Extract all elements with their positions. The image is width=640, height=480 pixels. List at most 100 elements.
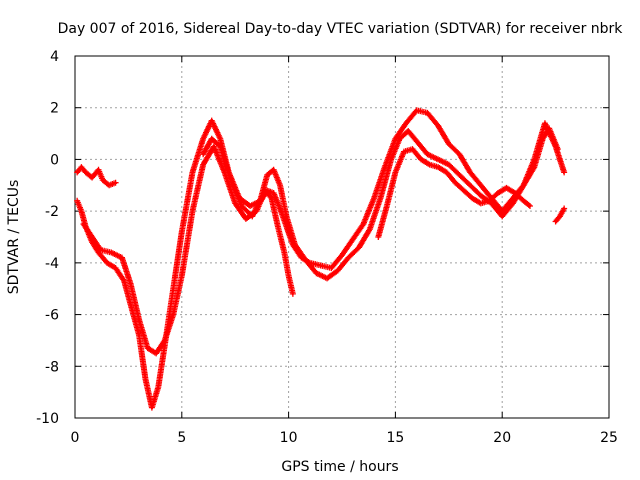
data-point [394, 171, 397, 174]
series-trace-b [74, 107, 568, 411]
data-point [319, 264, 322, 267]
data-point [172, 313, 175, 316]
data-point [210, 137, 213, 140]
x-axis-label: GPS time / hours [281, 459, 398, 475]
data-point [191, 209, 194, 213]
data-point [234, 202, 237, 205]
data-point [404, 122, 408, 125]
data-point [315, 272, 318, 275]
data-point [154, 352, 158, 355]
data-point [547, 127, 551, 130]
data-point [293, 243, 297, 246]
series-trace-e [375, 146, 533, 240]
data-point [107, 184, 111, 187]
data-point [157, 385, 160, 389]
series-trace-d [200, 125, 561, 282]
data-point [150, 406, 154, 409]
data-point [562, 171, 566, 174]
data-point [304, 259, 307, 262]
data-point [110, 251, 113, 254]
data-point [259, 197, 263, 200]
data-point [97, 251, 100, 254]
x-tick-label: 10 [280, 430, 298, 446]
data-point [212, 145, 216, 148]
data-point [129, 303, 132, 306]
chart-title: Day 007 of 2016, Sidereal Day-to-day VTE… [58, 21, 624, 37]
data-point [468, 171, 472, 174]
data-point [172, 287, 175, 290]
data-point [120, 256, 124, 259]
data-point [377, 235, 380, 239]
data-point [146, 346, 149, 350]
data-point [522, 199, 525, 202]
data-point [219, 145, 222, 148]
data-point [75, 171, 79, 174]
data-point [80, 165, 83, 169]
y-tick-label: -8 [45, 359, 59, 375]
data-point [180, 230, 183, 234]
data-point [163, 339, 166, 342]
data-point [351, 238, 354, 241]
data-point [436, 124, 440, 128]
data-point [240, 204, 243, 208]
data-point [402, 150, 406, 153]
data-point [97, 168, 100, 171]
data-point [210, 119, 213, 122]
data-point [501, 215, 504, 218]
data-point [505, 186, 508, 190]
data-point [283, 251, 286, 254]
data-markers [74, 107, 568, 411]
data-point [496, 191, 500, 195]
data-point [287, 274, 290, 277]
data-point [75, 199, 79, 202]
data-point [336, 269, 339, 272]
data-point [180, 274, 183, 277]
data-point [479, 184, 483, 187]
data-point [447, 163, 450, 166]
data-point [554, 220, 557, 223]
data-point [137, 318, 141, 321]
data-point [458, 153, 461, 156]
data-point [272, 191, 275, 195]
data-point [558, 215, 562, 218]
data-point [191, 171, 194, 174]
data-point [445, 171, 448, 174]
data-point [99, 248, 102, 252]
data-markers [80, 143, 296, 357]
data-point [556, 147, 559, 151]
y-tick-label: -2 [45, 204, 59, 220]
data-point [114, 181, 117, 184]
data-point [488, 199, 491, 202]
data-point [330, 266, 333, 270]
series-trace-c [80, 143, 296, 357]
data-point [223, 171, 226, 174]
data-point [105, 261, 109, 265]
data-point [468, 184, 472, 187]
data-point [415, 109, 418, 112]
data-point [501, 209, 504, 213]
x-tick-label: 25 [600, 430, 618, 446]
data-point [426, 111, 429, 115]
data-point [541, 137, 544, 140]
data-point [266, 173, 269, 177]
data-point [436, 158, 440, 161]
y-tick-label: 4 [50, 49, 59, 65]
data-point [368, 228, 371, 231]
plot-frame [74, 55, 610, 419]
data-point [219, 137, 222, 140]
data-point [407, 129, 410, 133]
data-point [340, 253, 344, 257]
data-point [278, 207, 282, 210]
data-point [357, 246, 361, 249]
data-point [82, 222, 85, 226]
data-point [201, 153, 205, 156]
data-point [248, 204, 252, 208]
data-point [458, 173, 461, 177]
data-point [372, 197, 376, 200]
data-point [101, 178, 104, 182]
data-point [272, 168, 275, 171]
x-tick-label: 0 [71, 430, 80, 446]
x-tick-label: 5 [177, 430, 186, 446]
data-point [511, 202, 515, 205]
